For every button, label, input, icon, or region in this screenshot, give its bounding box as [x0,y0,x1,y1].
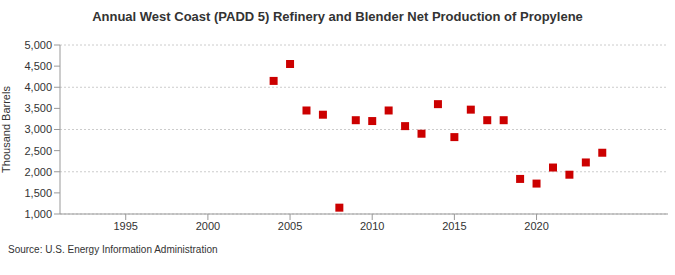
svg-text:2000: 2000 [196,220,220,232]
html-text:Annual West Coast (PADD 5) Ref: Annual West Coast (PADD 5) Refinery and … [92,9,583,24]
svg-text:4,500: 4,500 [24,60,52,72]
svg-text:1,500: 1,500 [24,187,52,199]
svg-text:Thousand Barrels: Thousand Barrels [8,86,12,173]
svg-text:5,000: 5,000 [24,39,52,51]
svg-text:2015: 2015 [442,220,466,232]
svg-text:2020: 2020 [524,220,548,232]
svg-text:1995: 1995 [113,220,137,232]
svg-text:2,500: 2,500 [24,145,52,157]
svg-text:4,000: 4,000 [24,81,52,93]
svg-text:3,000: 3,000 [24,123,52,135]
svg-text:3,500: 3,500 [24,102,52,114]
svg-text:2,000: 2,000 [24,166,52,178]
svg-text:2005: 2005 [278,220,302,232]
html-text:Source: U.S. Energy Informatio: Source: U.S. Energy Information Administ… [8,244,218,255]
svg-text:2010: 2010 [360,220,384,232]
svg-text:1,000: 1,000 [24,208,52,220]
